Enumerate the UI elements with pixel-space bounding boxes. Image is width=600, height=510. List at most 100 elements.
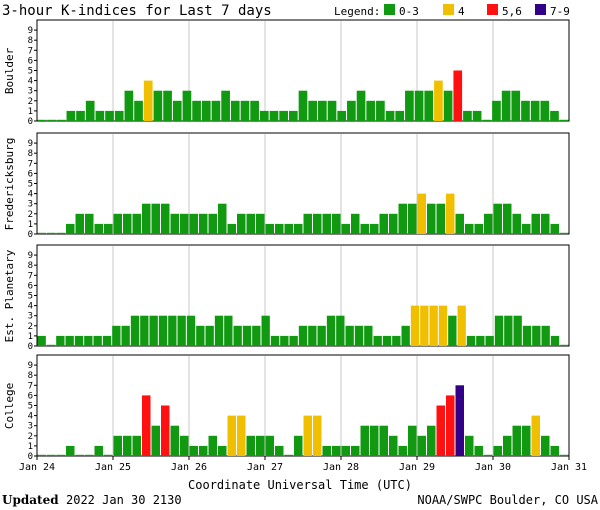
k-index-bar xyxy=(151,203,160,234)
k-index-bar xyxy=(465,223,474,234)
k-index-bar xyxy=(559,119,569,121)
y-tick-label: 7 xyxy=(28,159,33,169)
k-index-bar xyxy=(408,425,417,456)
k-index-bar xyxy=(158,315,168,346)
y-tick-label: 5 xyxy=(28,66,33,76)
k-index-bar xyxy=(205,325,214,346)
k-index-bar xyxy=(56,119,66,121)
x-tick-label: Jan 30 xyxy=(475,462,511,473)
k-index-bar xyxy=(512,213,521,234)
k-index-bar xyxy=(259,110,269,121)
k-index-bar xyxy=(252,325,261,346)
k-index-bar xyxy=(503,435,512,456)
y-tick-label: 3 xyxy=(28,87,33,97)
k-index-bar xyxy=(114,110,124,121)
k-index-bar xyxy=(370,223,379,234)
k-index-bar xyxy=(522,425,531,456)
k-index-bar xyxy=(66,223,75,234)
y-tick-label: 0 xyxy=(28,117,33,127)
k-index-bar xyxy=(476,335,485,346)
updated-value: 2022 Jan 30 2130 xyxy=(66,493,182,507)
k-index-bar xyxy=(366,100,376,121)
k-index-bar xyxy=(230,100,240,121)
k-index-bar xyxy=(332,213,341,234)
y-tick-label: 9 xyxy=(28,251,33,261)
k-index-bar xyxy=(392,335,401,346)
k-index-bar xyxy=(94,223,103,234)
k-index-bar xyxy=(512,425,521,456)
k-index-bar xyxy=(420,305,429,346)
k-index-bar xyxy=(256,213,265,234)
k-index-bar xyxy=(408,203,417,234)
y-tick-label: 7 xyxy=(28,271,33,281)
y-tick-label: 8 xyxy=(28,36,33,46)
k-index-bar xyxy=(417,435,426,456)
k-index-bar xyxy=(275,223,284,234)
k-index-bar xyxy=(434,80,443,121)
legend-label: Legend: xyxy=(334,5,380,18)
y-tick-label: 7 xyxy=(28,46,33,56)
legend-entry-0: 0-3 xyxy=(399,5,419,18)
k-index-bar xyxy=(541,435,550,456)
k-index-bar xyxy=(180,213,189,234)
k-index-bar xyxy=(493,445,502,456)
k-index-bar xyxy=(540,100,550,121)
k-index-bar xyxy=(341,223,350,234)
k-index-bar xyxy=(85,454,94,456)
k-index-bar xyxy=(465,435,474,456)
k-index-bar xyxy=(123,435,132,456)
panel-name-label: Est. Planetary xyxy=(3,249,16,342)
k-index-bar xyxy=(189,213,198,234)
k-index-bar xyxy=(182,90,192,121)
k-index-bar xyxy=(457,305,466,346)
k-index-bar xyxy=(401,325,410,346)
k-index-bar xyxy=(142,203,151,234)
k-index-bar xyxy=(240,100,250,121)
k-index-bar xyxy=(242,325,252,346)
k-index-bar xyxy=(318,100,327,121)
k-index-bar xyxy=(341,445,350,456)
k-index-bar xyxy=(427,203,436,234)
y-tick-label: 6 xyxy=(28,56,33,66)
y-tick-label: 6 xyxy=(28,391,33,401)
k-index-bar xyxy=(170,213,179,234)
k-index-bar xyxy=(201,100,211,121)
panel-name-label: College xyxy=(3,383,16,429)
k-index-bar xyxy=(265,223,274,234)
k-index-bar xyxy=(104,454,113,456)
k-index-bar xyxy=(560,344,569,346)
k-index-bar xyxy=(522,325,532,346)
k-index-bar xyxy=(269,110,279,121)
k-index-bar xyxy=(76,110,85,121)
k-index-bar xyxy=(65,335,74,346)
y-tick-label: 4 xyxy=(28,302,33,312)
k-index-bar xyxy=(56,335,65,346)
k-index-bar xyxy=(172,100,182,121)
y-tick-label: 3 xyxy=(28,312,33,322)
x-tick-label: Jan 29 xyxy=(399,462,435,473)
k-index-bar xyxy=(161,203,170,234)
k-index-bar xyxy=(94,445,103,456)
legend-swatch-2 xyxy=(487,4,498,15)
k-index-bar xyxy=(345,325,354,346)
k-index-bar xyxy=(417,193,426,234)
k-index-bar xyxy=(250,100,259,121)
k-index-bar xyxy=(376,100,385,121)
k-index-bar xyxy=(121,325,130,346)
k-index-bar xyxy=(288,110,298,121)
k-index-bar xyxy=(218,203,227,234)
y-tick-label: 2 xyxy=(28,432,33,442)
k-index-bar xyxy=(370,425,379,456)
k-index-bar xyxy=(317,325,326,346)
k-index-bar xyxy=(74,335,84,346)
y-tick-label: 8 xyxy=(28,371,33,381)
x-axis-title: Coordinate Universal Time (UTC) xyxy=(188,478,412,492)
k-index-bar xyxy=(265,435,274,456)
k-index-bar xyxy=(410,305,420,346)
x-tick-label: Jan 28 xyxy=(323,462,359,473)
y-tick-label: 1 xyxy=(28,442,33,452)
k-index-bar xyxy=(151,425,160,456)
k-index-bar xyxy=(522,223,531,234)
k-index-bar xyxy=(214,315,224,346)
